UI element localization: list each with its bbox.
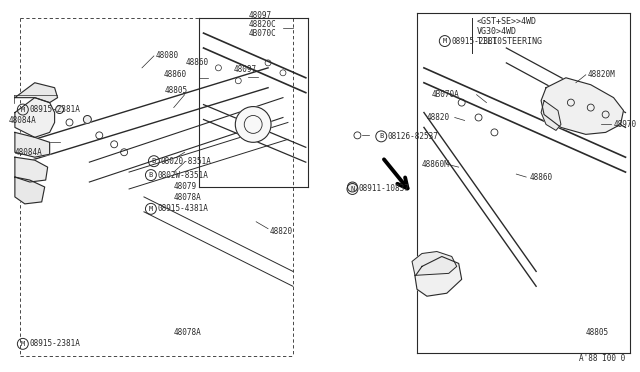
Circle shape: [236, 106, 271, 142]
Text: 48970: 48970: [614, 120, 637, 129]
Polygon shape: [541, 78, 623, 134]
Text: 48820: 48820: [270, 227, 293, 236]
Text: 08915-2381A: 08915-2381A: [29, 105, 80, 114]
Text: 48097: 48097: [248, 11, 271, 20]
Text: 48820: 48820: [427, 113, 450, 122]
Text: M: M: [20, 341, 25, 347]
Polygon shape: [15, 132, 50, 157]
Polygon shape: [15, 83, 58, 103]
Polygon shape: [415, 256, 461, 296]
Text: 08020-8351A: 08020-8351A: [161, 157, 211, 166]
Text: 48084A: 48084A: [9, 116, 36, 125]
Text: 48079: 48079: [173, 183, 197, 192]
Text: 48078A: 48078A: [173, 193, 202, 202]
Text: B: B: [152, 158, 156, 164]
Text: 48860M: 48860M: [422, 160, 450, 169]
Text: B: B: [379, 133, 383, 140]
Text: N: N: [350, 186, 355, 192]
Circle shape: [56, 106, 63, 113]
Text: 48820C: 48820C: [248, 20, 276, 29]
Text: 4B070A: 4B070A: [432, 90, 460, 99]
Polygon shape: [15, 177, 45, 204]
Text: 4B070C: 4B070C: [248, 29, 276, 38]
Text: 48860: 48860: [164, 70, 187, 79]
Text: 48860: 48860: [529, 173, 552, 182]
Text: 48084A: 48084A: [15, 148, 43, 157]
Polygon shape: [15, 97, 54, 137]
Text: M: M: [443, 38, 447, 44]
Circle shape: [348, 182, 357, 192]
Text: TILT STEERING: TILT STEERING: [477, 36, 541, 45]
Polygon shape: [15, 157, 47, 182]
Text: 48805: 48805: [586, 328, 609, 337]
Text: 48820M: 48820M: [588, 70, 616, 79]
Text: VG30>4WD: VG30>4WD: [477, 27, 516, 36]
Text: <GST+SE>>4WD: <GST+SE>>4WD: [477, 17, 536, 26]
Text: 48097: 48097: [234, 65, 257, 74]
Text: 48080: 48080: [156, 51, 179, 60]
Text: 08911-10837: 08911-10837: [359, 185, 410, 193]
Text: 08915-23810: 08915-23810: [451, 36, 502, 45]
Text: M: M: [20, 106, 25, 113]
Text: 08915-4381A: 08915-4381A: [157, 204, 208, 213]
Text: B: B: [148, 172, 153, 178]
Text: 48805: 48805: [165, 86, 188, 95]
Text: 48078A: 48078A: [173, 328, 202, 337]
Text: 08126-82537: 08126-82537: [388, 132, 438, 141]
Polygon shape: [412, 251, 457, 275]
Text: 08915-2381A: 08915-2381A: [29, 339, 80, 348]
Text: 48860: 48860: [186, 58, 209, 67]
Text: M: M: [148, 206, 153, 212]
Circle shape: [83, 116, 92, 124]
Polygon shape: [541, 100, 561, 131]
Text: 0802W-8351A: 0802W-8351A: [157, 171, 208, 180]
Text: A'88 I00 0: A'88 I00 0: [579, 354, 625, 363]
